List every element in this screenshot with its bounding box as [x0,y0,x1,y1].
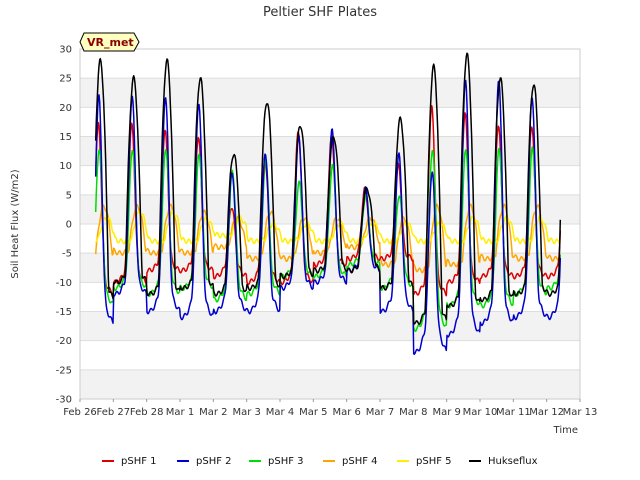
y-tick-label: -20 [56,336,72,347]
grid-band [80,369,580,399]
x-tick-label: Mar 3 [232,407,260,418]
x-tick-label: Mar 12 [529,407,564,418]
series-line-hukseflux [94,52,562,325]
x-tick-label: Mar 9 [432,407,460,418]
grid-band [80,78,580,108]
y-tick-label: -5 [62,249,72,260]
y-tick-label: -10 [56,278,72,289]
y-tick-label: 5 [66,190,72,201]
y-tick-label: 25 [59,74,72,85]
x-tick-label: Mar 8 [399,407,427,418]
grid-band [80,311,580,341]
legend-label: pSHF 3 [268,456,304,467]
legend-label: Hukseflux [488,456,538,467]
x-axis-ticks: Feb 26 Feb 27 Feb 28 Mar 1 Mar 2 Mar 3 Mar 4 Ma… [63,399,597,418]
x-tick-label: Mar 7 [366,407,394,418]
series-layer [94,52,562,355]
x-tick-label: Mar 6 [332,407,360,418]
legend-label: pSHF 4 [342,456,378,467]
vr-met-badge: VR_met [79,32,140,52]
x-tick-label: Mar 4 [266,407,294,418]
x-tick-label: Feb 26 [63,407,97,418]
legend: pSHF 1 pSHF 2 pSHF 3 pSHF 4 pSHF 5 Hukseflux [102,456,538,467]
y-tick-label: 20 [59,103,72,114]
y-axis-label: Soil Heat Flux (W/m2) [10,169,21,278]
y-tick-label: 15 [59,132,72,143]
y-tick-label: -15 [56,307,72,318]
y-tick-label: -30 [56,395,72,406]
y-tick-label: 30 [59,45,72,56]
y-axis-ticks: -30 -25 -20 -15 -10 -5 0 5 10 15 20 25 30 [56,45,72,406]
x-tick-label: Feb 28 [130,407,164,418]
legend-label: pSHF 2 [196,456,232,467]
x-tick-label: Mar 2 [199,407,227,418]
x-tick-label: Mar 11 [496,407,531,418]
chart-title: Peltier SHF Plates [263,5,377,20]
x-tick-label: Feb 27 [97,407,131,418]
badge-box [79,32,140,52]
x-tick-label: Mar 1 [166,407,194,418]
plot-border [79,48,581,400]
x-tick-label: Mar 10 [463,407,498,418]
y-tick-label: 0 [66,220,72,231]
badge-text: VR_met [87,36,134,49]
y-tick-label: -25 [56,365,72,376]
x-axis-label: Time [553,425,578,436]
x-tick-label: Mar 13 [563,407,598,418]
legend-label: pSHF 1 [121,456,157,467]
legend-label: pSHF 5 [416,456,452,467]
y-tick-label: 10 [59,161,72,172]
x-tick-label: Mar 5 [299,407,327,418]
grid-band [80,253,580,283]
